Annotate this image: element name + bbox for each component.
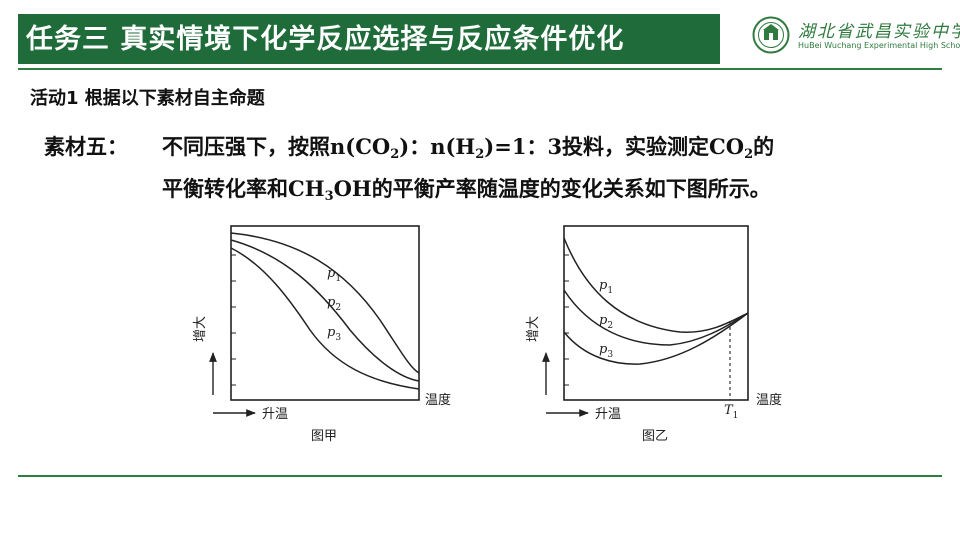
material-label: 素材五： (44, 135, 128, 159)
figure-b: p1 p2 p3 增大 升温 T1 温度 图乙 (526, 225, 782, 444)
fig-b-curve-p3 (563, 312, 749, 365)
fig-a-curve-p3 (230, 247, 420, 390)
activity-heading: 活动1 根据以下素材自主命题 (30, 88, 265, 109)
fig-b-caption: 图乙 (642, 429, 668, 444)
fig-b-frame (563, 225, 749, 401)
fig-a-x-axis-end: 温度 (425, 392, 451, 408)
subscript: 2 (475, 147, 485, 162)
text-seg: )：n(H (399, 134, 476, 159)
fig-b-x-label: 升温 (595, 407, 621, 422)
fig-a-caption: 图甲 (311, 429, 337, 444)
school-name: 湖北省武昌实验中学 (798, 22, 960, 42)
school-logo: 湖北省武昌实验中学 HuBei Wuchang Experimental Hig… (752, 14, 960, 58)
subscript: 2 (390, 147, 400, 162)
text-seg: 平衡转化率和CH (162, 176, 325, 201)
figure-a: p1 p2 p3 增大 升温 温度 图甲 (193, 225, 451, 444)
fig-a-ticks (231, 254, 236, 386)
fig-b-y-label: 增大 (526, 316, 541, 342)
fig-a-frame (230, 225, 420, 401)
fig-a-label-p1: p1 (327, 266, 341, 284)
fig-b-curve-p1 (563, 237, 749, 333)
subscript: 3 (324, 189, 334, 204)
top-divider (18, 68, 942, 70)
fig-b-label-p2: p2 (599, 313, 613, 331)
material-text-line2: 平衡转化率和CH3OH的平衡产率随温度的变化关系如下图所示。 (162, 173, 771, 204)
fig-b-curve-p2 (563, 289, 749, 346)
fig-b-label-p1: p1 (599, 278, 613, 296)
fig-b-label-p3: p3 (599, 342, 613, 360)
fig-a-y-label: 增大 (193, 316, 208, 342)
text-seg: )=1：3投料，实验测定CO (484, 134, 745, 159)
subscript: 2 (744, 147, 754, 162)
fig-b-ticks (564, 254, 569, 386)
title-bar (18, 14, 720, 64)
material-text-line1: 不同压强下，按照n(CO2)：n(H2)=1：3投料，实验测定CO2的 (162, 131, 774, 162)
fig-a-label-p3: p3 (327, 325, 341, 343)
page-title: 任务三 真实情境下化学反应选择与反应条件优化 (26, 24, 625, 55)
fig-a-x-label: 升温 (262, 407, 288, 422)
bottom-divider (18, 475, 942, 477)
text-seg: 不同压强下，按照n(CO (162, 134, 391, 159)
text-seg: OH的平衡产率随温度的变化关系如下图所示。 (333, 176, 771, 201)
fig-a-curve-p1 (230, 232, 420, 374)
fig-a-curve-p2 (230, 239, 420, 382)
school-emblem-icon (752, 16, 790, 54)
school-name-en: HuBei Wuchang Experimental High School (798, 41, 960, 50)
fig-b-x-axis-end: 温度 (756, 392, 782, 408)
text-seg: 的 (753, 134, 775, 159)
fig-a-label-p2: p2 (327, 295, 341, 313)
fig-b-t1-label: T1 (724, 403, 738, 421)
